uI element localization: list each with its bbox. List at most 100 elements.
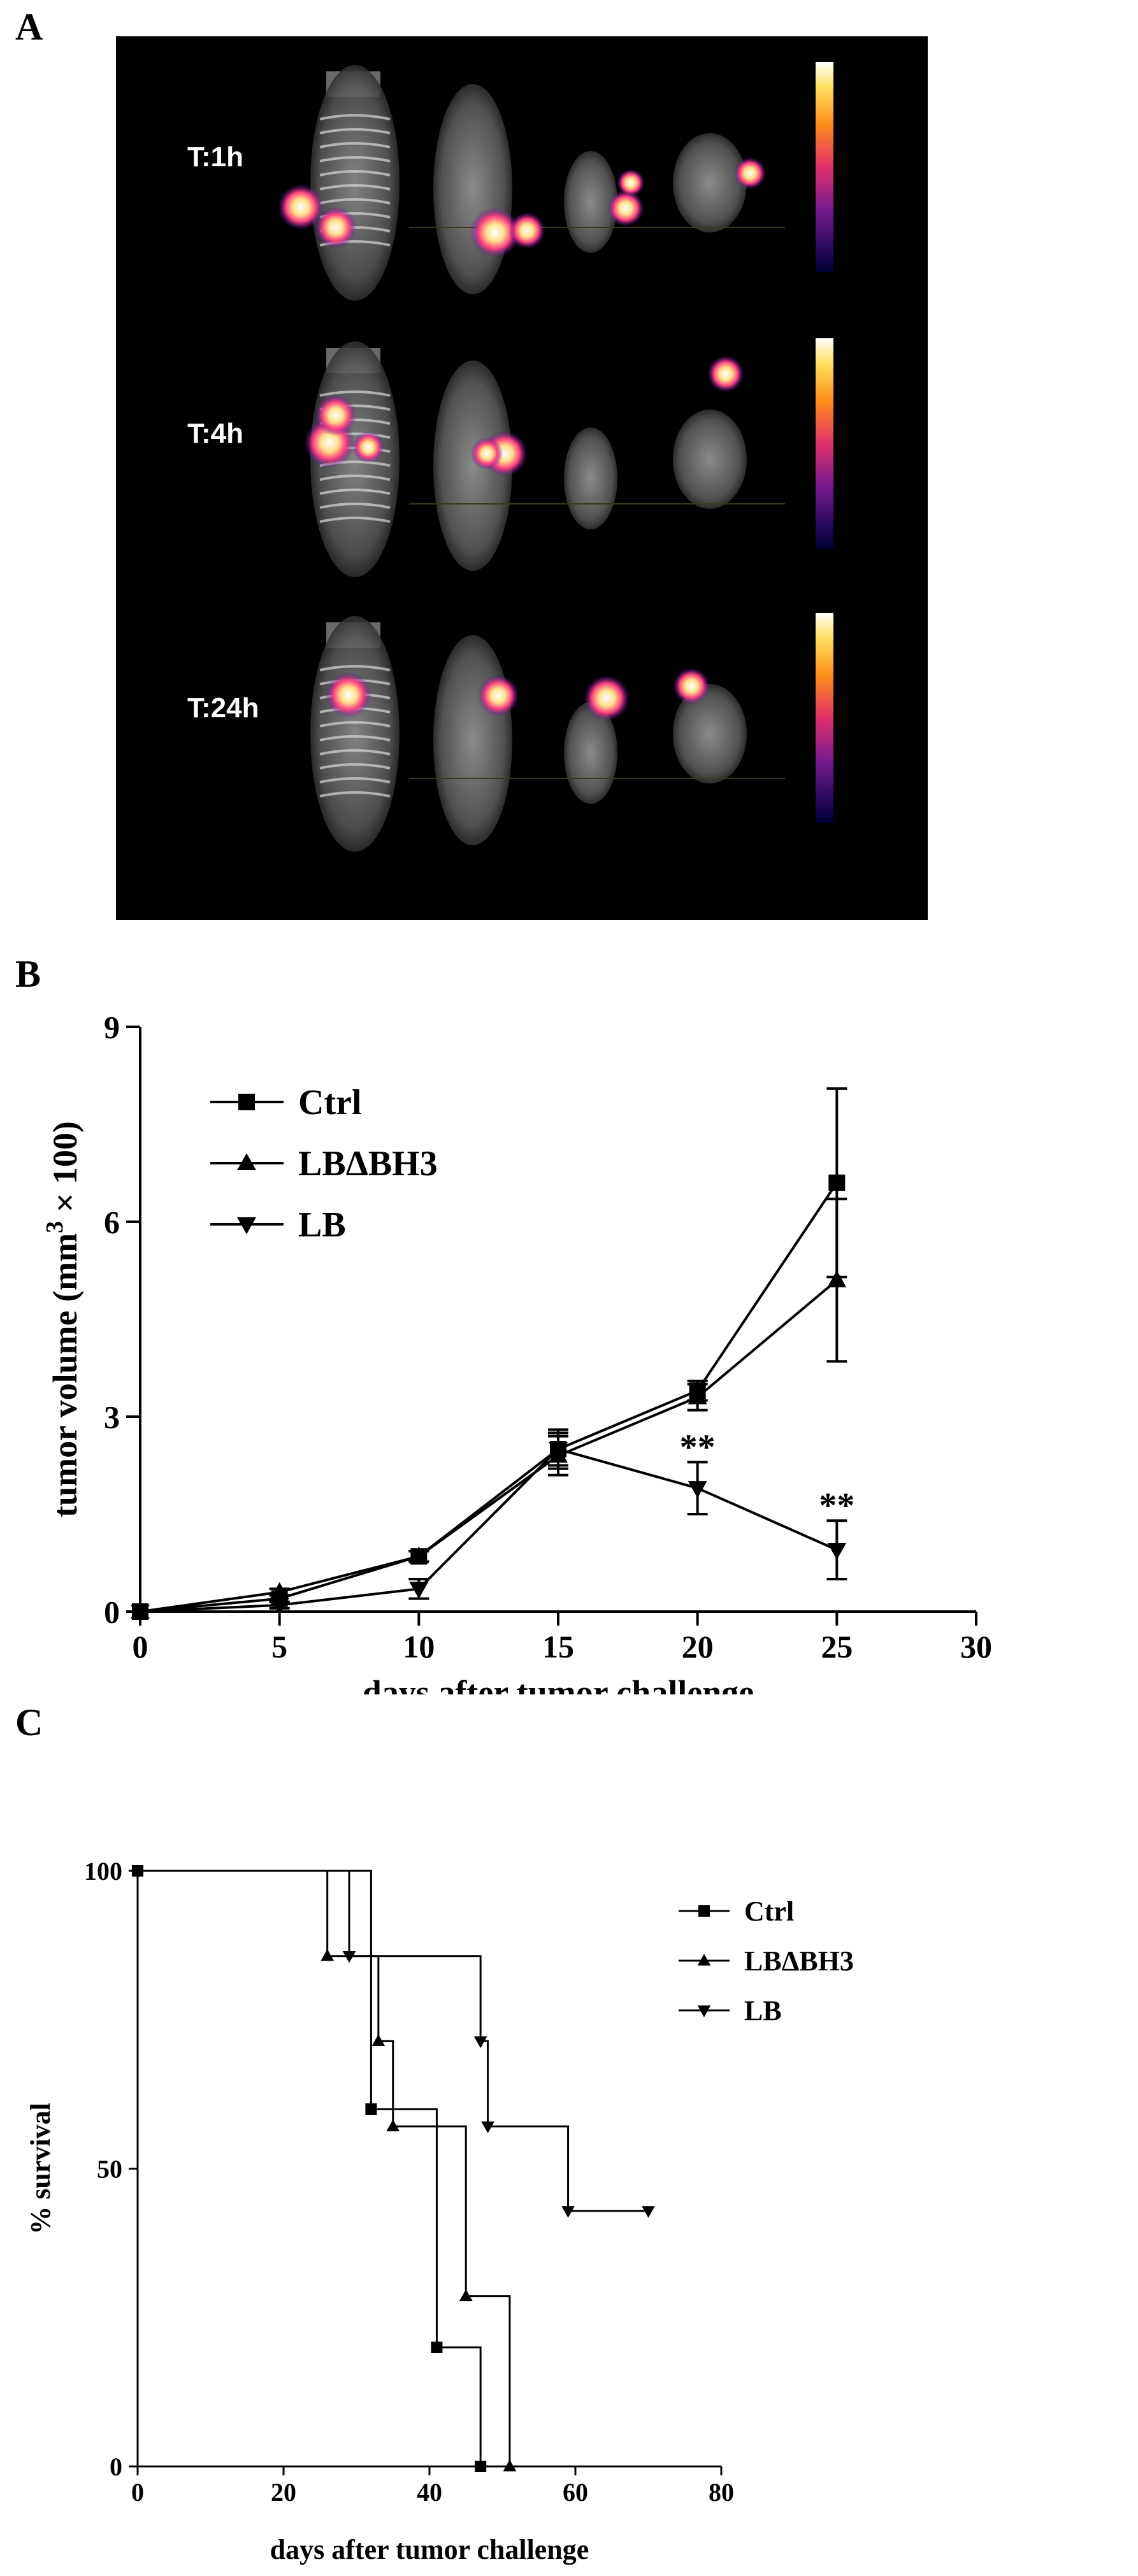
survival-chart: 0 20 40 60 80 0 50 100 days after tumor challeng… bbox=[25, 1857, 854, 2565]
rib-line bbox=[319, 749, 391, 755]
rib-line bbox=[319, 777, 391, 784]
data-point bbox=[321, 1949, 335, 1961]
data-point bbox=[827, 1270, 847, 1287]
rib-line bbox=[319, 503, 391, 509]
tumor-volume-chart: 0 5 10 15 20 25 30 0 3 6 9 days after tumor challen… bbox=[41, 1010, 992, 1695]
tracer-hotspot bbox=[315, 394, 357, 436]
legend: Ctrl LBΔBH3 LB bbox=[679, 1896, 854, 2026]
legend-label: LB bbox=[744, 1995, 782, 2026]
rib-line bbox=[319, 184, 391, 190]
rib-line bbox=[319, 170, 391, 176]
x-tick-label: 10 bbox=[403, 1629, 435, 1664]
legend-label: LBΔBH3 bbox=[744, 1945, 854, 1977]
panel-label-a: A bbox=[15, 6, 43, 48]
legend-label: LBΔBH3 bbox=[298, 1144, 438, 1184]
rib-line bbox=[319, 198, 391, 204]
data-point bbox=[688, 1387, 707, 1405]
y-tick-label: 9 bbox=[104, 1010, 120, 1045]
series-line bbox=[140, 1182, 838, 1613]
legend: Ctrl LBΔBH3 LB bbox=[210, 1083, 438, 1245]
y-tick-label: 3 bbox=[104, 1399, 120, 1435]
series-line bbox=[140, 1447, 838, 1613]
x-tick-label: 0 bbox=[133, 1629, 148, 1664]
tracer-hotspot bbox=[470, 207, 521, 258]
tracer-hotspot bbox=[326, 672, 371, 718]
significance-annotation: ** bbox=[819, 1486, 854, 1526]
x-tick-label: 30 bbox=[960, 1629, 992, 1664]
colorbar bbox=[816, 338, 833, 548]
axial-scan bbox=[673, 410, 747, 509]
x-tick-label: 40 bbox=[417, 2478, 442, 2507]
rib-line bbox=[319, 517, 391, 523]
axial-scan bbox=[673, 684, 747, 784]
tracer-hotspot bbox=[584, 675, 630, 721]
series-1 bbox=[131, 1198, 847, 1619]
legend-marker bbox=[237, 1217, 256, 1234]
y-axis-label: tumor volume (mm3 × 100) bbox=[41, 1121, 84, 1517]
tracer-hotspot bbox=[733, 157, 767, 190]
data-point bbox=[365, 2103, 377, 2115]
rib-line bbox=[319, 128, 391, 134]
y-tick-label: 6 bbox=[104, 1205, 120, 1240]
tracer-hotspot bbox=[508, 212, 545, 249]
tracer-hotspot bbox=[470, 437, 503, 470]
data-point bbox=[827, 1543, 847, 1560]
legend-marker bbox=[697, 1954, 711, 1966]
imaging-scans bbox=[278, 62, 833, 852]
survival-step-line bbox=[138, 1870, 482, 2466]
x-axis-label: days after tumor challenge bbox=[270, 2534, 589, 2565]
tracer-hotspot bbox=[607, 190, 644, 227]
tracer-hotspot bbox=[315, 206, 357, 248]
time-label-4h: T:4h bbox=[187, 418, 243, 449]
data-point bbox=[386, 2119, 400, 2131]
data-point bbox=[688, 1481, 707, 1498]
legend-label: Ctrl bbox=[744, 1896, 794, 1927]
series-2 bbox=[138, 1870, 655, 2218]
data-point bbox=[481, 2121, 494, 2133]
legend-label: Ctrl bbox=[298, 1083, 362, 1122]
data-point bbox=[503, 2459, 517, 2472]
tracer-hotspot bbox=[707, 355, 744, 392]
axial-scan bbox=[673, 133, 747, 233]
rib-line bbox=[319, 489, 391, 495]
rib-line bbox=[319, 735, 391, 741]
time-label-24h: T:24h bbox=[187, 692, 259, 724]
data-point bbox=[409, 1546, 429, 1564]
data-point bbox=[342, 1951, 356, 1963]
tracer-hotspot bbox=[477, 675, 519, 717]
data-point bbox=[828, 1174, 846, 1191]
colorbar bbox=[816, 62, 833, 272]
legend-marker bbox=[697, 2005, 711, 2017]
data-point bbox=[473, 2036, 487, 2049]
panel-label-b: B bbox=[15, 953, 41, 995]
data-point bbox=[131, 1604, 150, 1622]
x-tick-label: 0 bbox=[131, 2478, 144, 2507]
legend-marker bbox=[698, 1905, 710, 1917]
rib-line bbox=[319, 475, 391, 481]
rib-line bbox=[319, 763, 391, 769]
x-tick-label: 20 bbox=[271, 2478, 296, 2507]
data-point bbox=[431, 2342, 443, 2353]
y-tick-label: 100 bbox=[84, 1857, 122, 1885]
x-tick-label: 15 bbox=[542, 1629, 574, 1664]
y-axis-label: % survival bbox=[25, 2103, 56, 2235]
tracer-hotspot bbox=[278, 184, 324, 230]
tracer-hotspot bbox=[617, 169, 645, 197]
data-point bbox=[270, 1598, 289, 1615]
time-label-1h: T:1h bbox=[187, 141, 243, 173]
y-tick-label: 0 bbox=[110, 2452, 122, 2481]
data-point bbox=[459, 2289, 473, 2301]
data-point bbox=[561, 2206, 575, 2218]
rib-line bbox=[319, 142, 391, 148]
x-tick-label: 80 bbox=[709, 2478, 734, 2507]
rib-line bbox=[319, 114, 391, 120]
tracer-hotspot bbox=[673, 668, 710, 705]
rib-line bbox=[319, 390, 391, 397]
legend-marker bbox=[237, 1153, 256, 1171]
data-point bbox=[549, 1442, 568, 1459]
rib-line bbox=[319, 665, 391, 671]
series-2 bbox=[131, 1428, 847, 1622]
x-tick-label: 5 bbox=[271, 1629, 287, 1664]
data-point bbox=[642, 2206, 655, 2218]
data-point bbox=[409, 1582, 429, 1599]
